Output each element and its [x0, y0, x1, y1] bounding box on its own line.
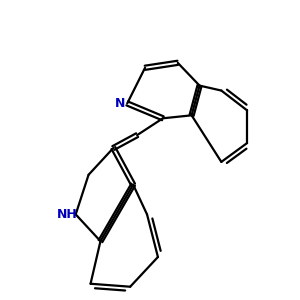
Text: NH: NH: [56, 208, 77, 221]
Text: N: N: [115, 97, 125, 110]
